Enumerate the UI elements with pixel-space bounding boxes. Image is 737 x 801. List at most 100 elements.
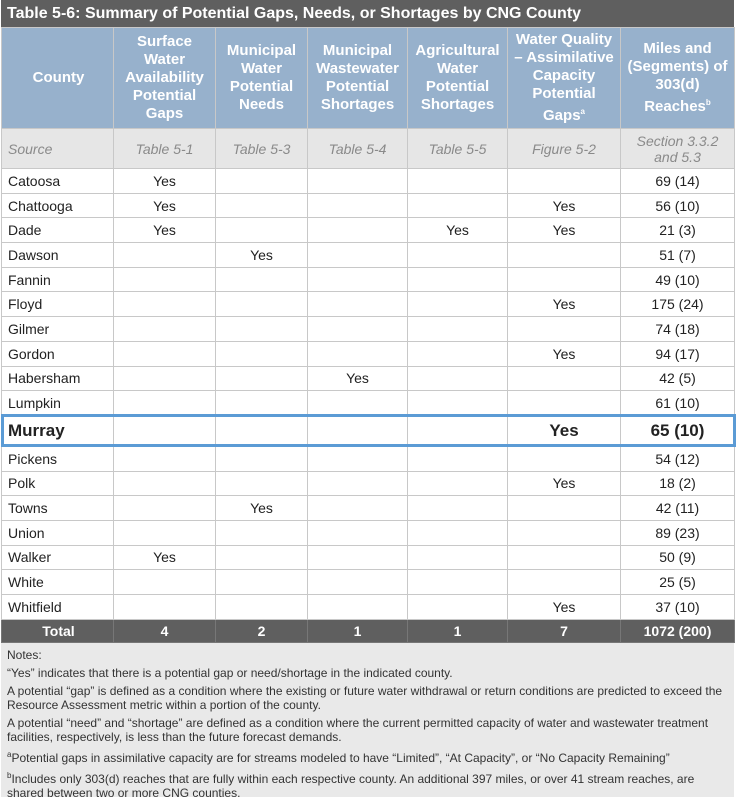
header-text: Municipal Wastewater Potential Shortages <box>316 42 399 113</box>
cell: 21 (3) <box>620 217 735 244</box>
cell: Yes <box>507 340 621 367</box>
cell: Dawson <box>1 242 114 268</box>
cell <box>113 495 216 521</box>
cell-text: Total <box>42 622 75 639</box>
data-row: Lumpkin 61 (10) <box>1 390 735 416</box>
cell-text: Section 3.3.2 and 5.3 <box>636 132 719 165</box>
cell: 89 (23) <box>620 519 735 546</box>
cell-text: Chattooga <box>8 197 73 214</box>
cell: Yes <box>113 217 216 244</box>
note-marker: a <box>7 749 12 759</box>
data-row: Dade Yes Yes Yes 21 (3) <box>1 217 735 244</box>
cell-text: 7 <box>560 622 568 639</box>
cell-text: Yes <box>549 420 579 440</box>
cell-text: Yes <box>250 246 273 263</box>
cell: 42 (11) <box>620 495 735 521</box>
cell <box>407 470 508 497</box>
data-row: Towns Yes 42 (11) <box>1 495 735 521</box>
cell: Section 3.3.2 and 5.3 <box>620 128 735 169</box>
cell <box>307 266 408 293</box>
cell <box>215 569 308 595</box>
note: A potential “gap” is defined as a condit… <box>7 684 728 712</box>
cell <box>113 470 216 497</box>
column-header: Municipal Water Potential Needs <box>215 27 308 129</box>
cell <box>407 340 508 367</box>
cell: 1072 (200) <box>620 618 735 643</box>
cell-text: Yes <box>552 345 576 362</box>
cell: Polk <box>1 470 114 497</box>
cell-text: 21 (3) <box>659 222 696 239</box>
data-row: Murray Yes 65 (10) <box>1 414 735 447</box>
data-row: Chattooga Yes Yes 56 (10) <box>1 192 735 219</box>
data-row: Fannin 49 (10) <box>1 266 735 293</box>
note: “Yes” indicates that there is a potentia… <box>7 666 728 680</box>
cell-text: 74 (18) <box>655 320 700 337</box>
data-row: Walker Yes 50 (9) <box>1 544 735 571</box>
cell: Yes <box>507 470 621 497</box>
cell-text: Yes <box>552 475 576 492</box>
cell <box>507 495 621 521</box>
cell <box>215 365 308 392</box>
cell <box>507 168 621 194</box>
cell-text: 61 (10) <box>655 395 700 412</box>
cell <box>307 414 408 447</box>
cell <box>215 594 308 620</box>
cell <box>215 544 308 571</box>
cell-text: Yes <box>153 222 176 239</box>
cell <box>407 544 508 571</box>
header-text: Municipal Water Potential Needs <box>226 42 297 113</box>
column-header: Municipal Wastewater Potential Shortages <box>307 27 408 129</box>
cell-text: 42 (5) <box>659 370 696 387</box>
cell <box>407 316 508 342</box>
cell <box>507 445 621 472</box>
cell-text: 4 <box>160 622 169 639</box>
title: Table 5-6: Summary of Potential Gaps, Ne… <box>1 0 734 27</box>
cell: 74 (18) <box>620 316 735 342</box>
cell: Floyd <box>1 291 114 318</box>
cell <box>407 242 508 268</box>
cell <box>307 316 408 342</box>
cell: Yes <box>113 168 216 194</box>
cell <box>507 390 621 416</box>
cell-text: Union <box>8 524 45 541</box>
cell-text: Table 5-1 <box>135 140 194 157</box>
cell-text: Walker <box>8 549 52 566</box>
cell-text: Yes <box>552 222 576 239</box>
cell: Towns <box>1 495 114 521</box>
data-row: Catoosa Yes 69 (14) <box>1 168 735 194</box>
cell: Yes <box>113 544 216 571</box>
header-text: Water Quality – Assimilative Capacity Po… <box>514 31 614 124</box>
cell <box>113 445 216 472</box>
cell: 2 <box>215 618 308 643</box>
cell <box>407 390 508 416</box>
cell <box>215 445 308 472</box>
cell: 37 (10) <box>620 594 735 620</box>
cell: 56 (10) <box>620 192 735 219</box>
cell: Murray <box>1 414 114 447</box>
cell-text: 1 <box>353 622 362 639</box>
note: bIncludes only 303(d) reaches that are f… <box>7 769 728 800</box>
cell-text: 51 (7) <box>659 246 696 263</box>
note-text: Notes: <box>7 647 42 662</box>
cell: 175 (24) <box>620 291 735 318</box>
data-row: Pickens 54 (12) <box>1 445 735 472</box>
cell-text: White <box>8 574 44 591</box>
cell: 4 <box>113 618 216 643</box>
cell <box>407 569 508 595</box>
cell: Source <box>1 128 114 169</box>
cell-text: 69 (14) <box>655 172 700 189</box>
cell: Gordon <box>1 340 114 367</box>
cell <box>113 340 216 367</box>
cell <box>407 266 508 293</box>
cell-text: 50 (9) <box>659 549 696 566</box>
cell <box>307 445 408 472</box>
cell: 18 (2) <box>620 470 735 497</box>
cell <box>113 242 216 268</box>
cell-text: Yes <box>346 370 369 387</box>
cell: Table 5-3 <box>215 128 308 169</box>
notes: Notes: “Yes” indicates that there is a po… <box>1 642 734 800</box>
cell <box>407 594 508 620</box>
cell <box>507 266 621 293</box>
cell <box>215 414 308 447</box>
